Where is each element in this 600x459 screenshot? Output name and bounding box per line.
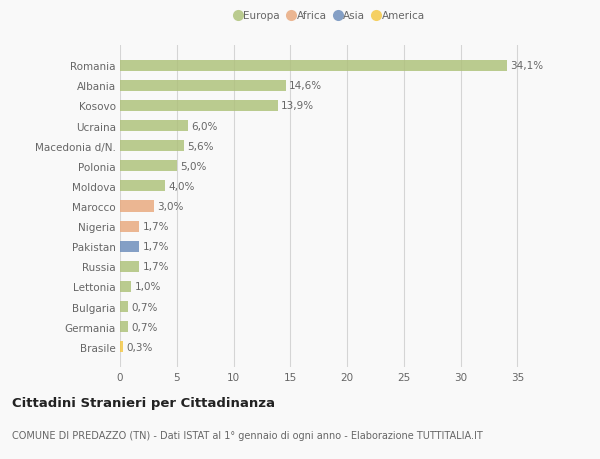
Bar — [120, 261, 139, 272]
Text: 0,7%: 0,7% — [131, 322, 158, 332]
Bar — [120, 121, 188, 132]
Text: 1,7%: 1,7% — [143, 262, 169, 272]
Text: 0,7%: 0,7% — [131, 302, 158, 312]
Bar — [120, 281, 131, 292]
Text: 0,3%: 0,3% — [127, 342, 153, 352]
Bar — [120, 141, 184, 152]
Text: 1,7%: 1,7% — [143, 222, 169, 232]
Text: 5,0%: 5,0% — [180, 162, 206, 171]
Bar — [120, 181, 166, 192]
Text: 34,1%: 34,1% — [511, 61, 544, 71]
Bar — [120, 101, 278, 112]
Text: 6,0%: 6,0% — [191, 121, 218, 131]
Text: 13,9%: 13,9% — [281, 101, 314, 111]
Legend: Europa, Africa, Asia, America: Europa, Africa, Asia, America — [233, 9, 427, 23]
Bar — [120, 201, 154, 212]
Bar — [120, 61, 507, 72]
Text: 5,6%: 5,6% — [187, 141, 214, 151]
Text: 1,0%: 1,0% — [135, 282, 161, 292]
Bar — [120, 341, 124, 353]
Text: 3,0%: 3,0% — [157, 202, 184, 212]
Bar — [120, 161, 177, 172]
Text: 14,6%: 14,6% — [289, 81, 322, 91]
Bar — [120, 221, 139, 232]
Bar — [120, 241, 139, 252]
Text: 4,0%: 4,0% — [169, 181, 195, 191]
Text: 1,7%: 1,7% — [143, 242, 169, 252]
Bar — [120, 302, 128, 313]
Bar — [120, 321, 128, 332]
Text: COMUNE DI PREDAZZO (TN) - Dati ISTAT al 1° gennaio di ogni anno - Elaborazione T: COMUNE DI PREDAZZO (TN) - Dati ISTAT al … — [12, 431, 483, 440]
Text: Cittadini Stranieri per Cittadinanza: Cittadini Stranieri per Cittadinanza — [12, 396, 275, 409]
Bar — [120, 81, 286, 92]
